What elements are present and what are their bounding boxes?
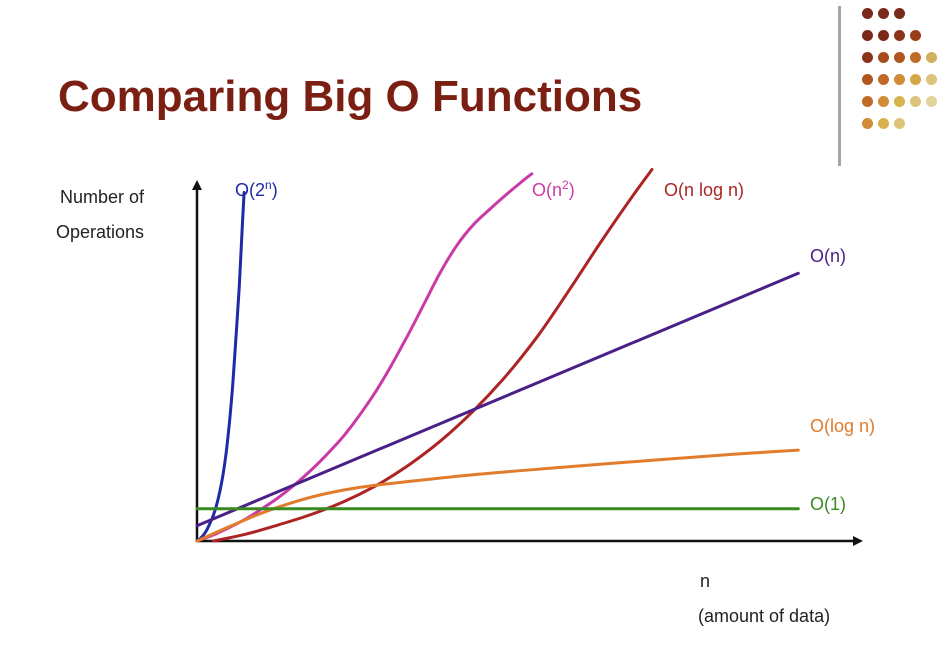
series-label-5: O(1)	[810, 494, 846, 514]
series-line-2	[211, 168, 654, 543]
decorative-dot	[894, 52, 905, 63]
series-line-4	[195, 448, 800, 543]
series-label-0: O(2n)	[235, 178, 278, 200]
series-line-0	[195, 191, 246, 543]
decorative-dot	[894, 30, 905, 41]
decorative-dot	[910, 74, 921, 85]
decorative-dot	[862, 52, 873, 63]
series-line-3	[195, 271, 800, 528]
decorative-dot	[862, 8, 873, 19]
decorative-dot	[926, 52, 937, 63]
x-axis-label-line-1: n	[700, 571, 710, 591]
decorative-dot-grid	[862, 8, 946, 158]
decorative-dot	[862, 74, 873, 85]
series-label-layer: O(2n) O(n2) O(n log n) O(n) O(log n) O(1)	[235, 178, 875, 514]
decorative-dot	[862, 96, 873, 107]
decorative-dot	[910, 52, 921, 63]
y-axis-label-line-2: Operations	[56, 222, 144, 242]
series-label-1: O(n2)	[532, 178, 575, 200]
decorative-dot	[878, 118, 889, 129]
decorative-dot	[926, 96, 937, 107]
decorative-dot	[878, 74, 889, 85]
decorative-dot	[910, 96, 921, 107]
decorative-dot	[894, 8, 905, 19]
decorative-dot	[910, 30, 921, 41]
series-layer	[195, 168, 800, 543]
series-label-4: O(log n)	[810, 416, 875, 436]
decorative-dot	[878, 96, 889, 107]
decorative-dot	[878, 8, 889, 19]
y-axis-label-line-1: Number of	[60, 187, 145, 207]
decorative-dot	[878, 30, 889, 41]
x-axis-label-line-2: (amount of data)	[698, 606, 830, 626]
decorative-dot	[862, 30, 873, 41]
chart-axes	[192, 180, 863, 546]
decorative-dot	[894, 96, 905, 107]
series-label-2: O(n log n)	[664, 180, 744, 200]
decorative-dot	[862, 118, 873, 129]
series-line-1	[195, 172, 534, 543]
title-divider	[838, 6, 841, 166]
decorative-dot	[894, 74, 905, 85]
series-label-3: O(n)	[810, 246, 846, 266]
decorative-dot	[894, 118, 905, 129]
decorative-dot	[926, 74, 937, 85]
slide-title: Comparing Big O Functions	[58, 72, 643, 121]
decorative-dot	[878, 52, 889, 63]
